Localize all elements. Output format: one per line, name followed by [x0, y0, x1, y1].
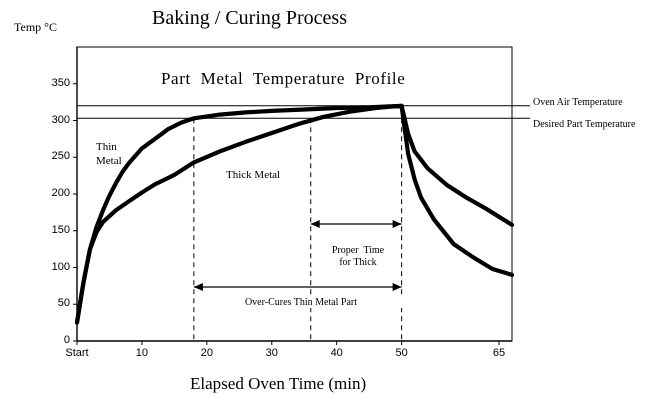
over-cures-arrow-head-right [392, 283, 402, 291]
y-tick-label: 250 [51, 150, 70, 163]
thin-metal-annotation: Thin Metal [96, 141, 122, 167]
plot-frame [73, 46, 513, 345]
y-tick-label: 0 [63, 334, 70, 346]
reference-lines [77, 105, 530, 119]
y-tick-label: 350 [51, 76, 70, 89]
over-cures-arrow-head-left [193, 283, 203, 291]
y-tick-label: 150 [51, 223, 70, 236]
chart-title: Baking / Curing Process [152, 7, 347, 29]
x-tick-label: 10 [135, 347, 149, 359]
x-axis-label: Elapsed Oven Time (min) [190, 374, 367, 393]
proper-time-arrow-head-right [392, 220, 402, 228]
series-line-thick-metal [74, 103, 515, 325]
thick-metal-annotation: Thick Metal [226, 169, 281, 181]
x-tick-label: 20 [200, 347, 213, 359]
proper-time-annotation: Proper Time for Thick [331, 245, 385, 268]
chart-subtitle: Part Metal Temperature Profile [161, 69, 406, 88]
time-marker-lines [193, 118, 403, 341]
annotation-arrows [193, 220, 402, 291]
proper-time-arrow-head-left [310, 220, 320, 228]
series-lines [74, 103, 515, 325]
y-tick-label: 200 [51, 187, 70, 199]
x-tick-label: 65 [492, 347, 506, 359]
x-tick-label: 30 [265, 347, 278, 359]
x-tick-label: Start [65, 347, 89, 359]
series-line-thin-metal [74, 103, 515, 325]
y-axis-label: Temp °C [14, 20, 57, 34]
y-tick-label: 300 [51, 113, 70, 126]
oven-air-temperature-label: Oven Air Temperature [533, 97, 623, 108]
desired-part-temperature-label: Desired Part Temperature [533, 119, 636, 130]
y-tick-label: 100 [51, 260, 70, 273]
x-tick-label: 40 [330, 347, 343, 359]
over-cures-annotation: Over-Cures Thin Metal Part [196, 297, 406, 308]
y-tick-label: 50 [57, 297, 70, 310]
x-tick-label: 50 [395, 347, 408, 359]
